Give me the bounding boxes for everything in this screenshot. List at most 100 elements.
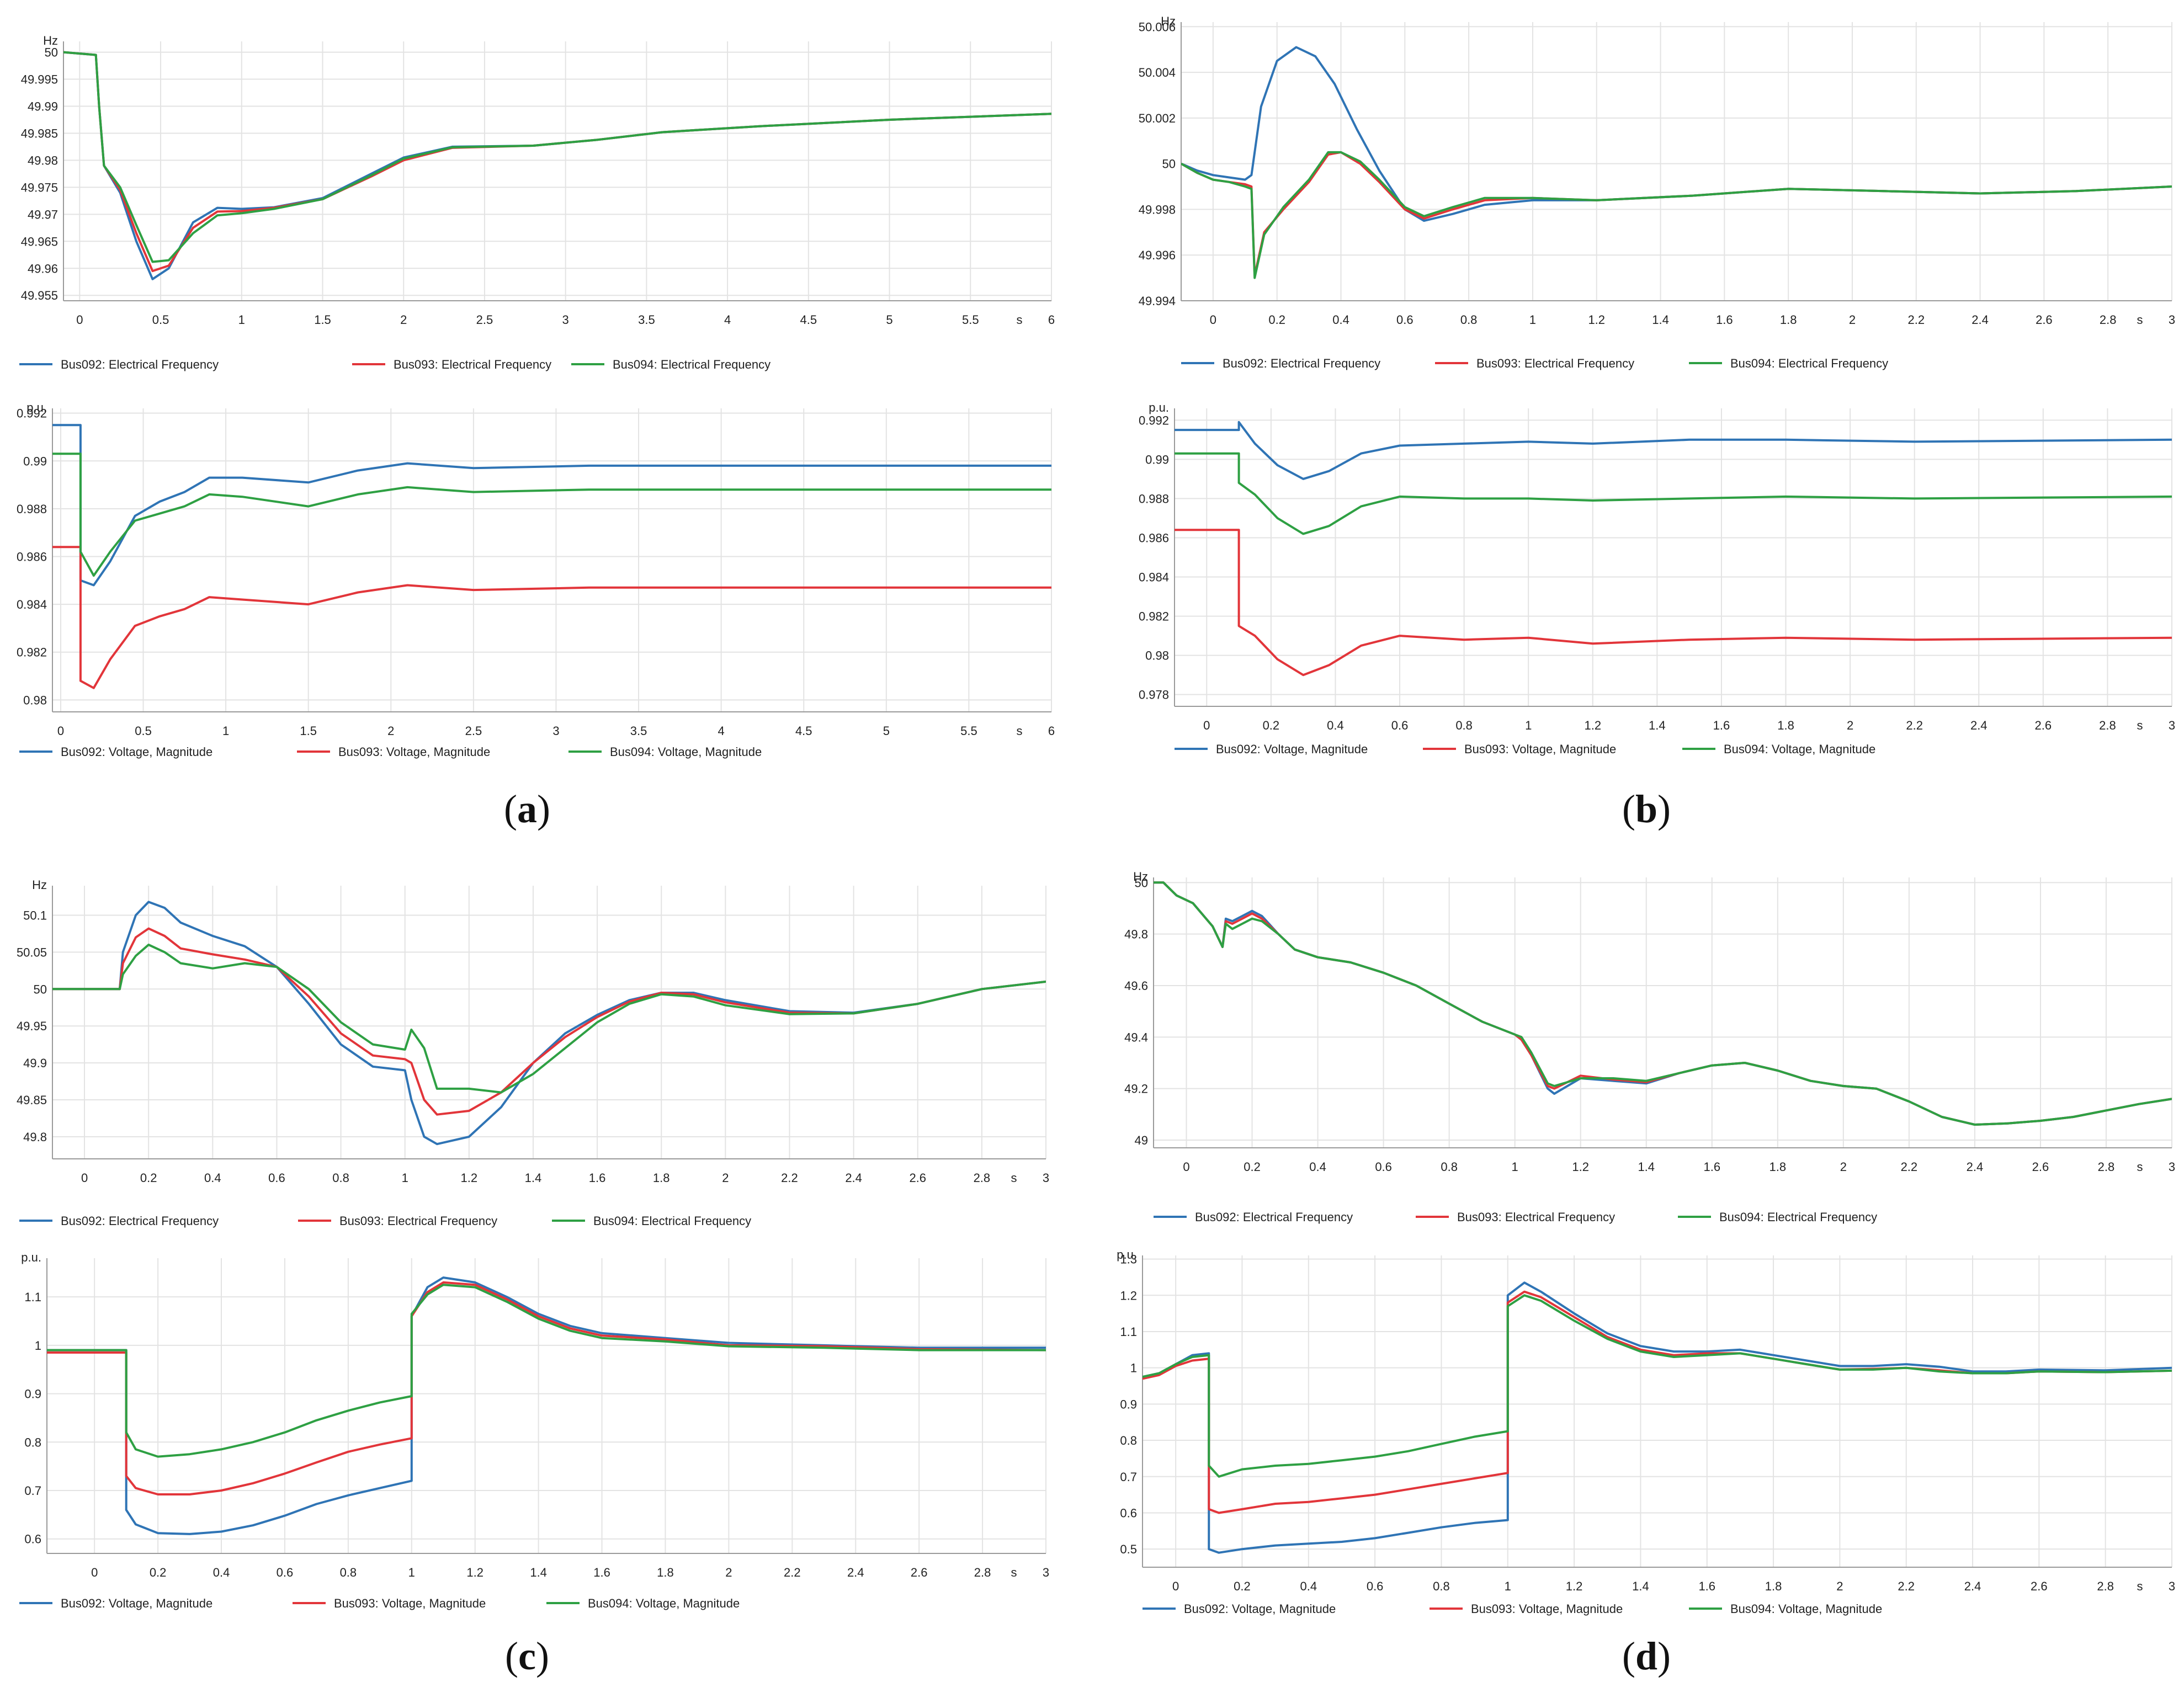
series-line-bus093 xyxy=(63,51,1051,273)
y-tick-label: 0.5 xyxy=(1120,1542,1137,1556)
legend-entry: Bus094: Electrical Frequency xyxy=(1730,356,1888,370)
x-tick-label: 1 xyxy=(402,1171,408,1185)
series-line-bus093 xyxy=(47,1281,1046,1495)
legend-entry: Bus093: Electrical Frequency xyxy=(1457,1210,1615,1224)
x-tick-label: 0.6 xyxy=(268,1171,285,1185)
caption-d: (d) xyxy=(1591,1633,1702,1679)
x-tick-label: 2.8 xyxy=(974,1566,991,1579)
y-tick-label: 0.992 xyxy=(17,407,47,420)
y-tick-label: 49.4 xyxy=(1124,1030,1148,1044)
x-tick-label: 0.5 xyxy=(135,724,152,738)
y-tick-label: 0.986 xyxy=(1139,531,1169,545)
series-line-bus094 xyxy=(63,51,1051,263)
caption-open-paren: ( xyxy=(505,1634,519,1678)
x-tick-label: 1.6 xyxy=(1716,313,1733,327)
y-tick-label: 49.95 xyxy=(17,1019,47,1033)
x-tick-label: 2.2 xyxy=(781,1171,798,1185)
y-tick-label: 50.1 xyxy=(23,909,47,923)
x-tick-label: 1 xyxy=(238,313,245,327)
x-tick-label: 1.4 xyxy=(530,1566,547,1579)
x-unit-label: s xyxy=(1011,1566,1017,1579)
legend-entry: Bus093: Voltage, Magnitude xyxy=(338,745,490,759)
x-tick-label: 6 xyxy=(1048,724,1055,738)
y-tick-label: 49.975 xyxy=(21,180,58,194)
x-tick-label: 2.2 xyxy=(1898,1579,1915,1593)
x-tick-label: 2.4 xyxy=(1964,1579,1981,1593)
series-line-bus094 xyxy=(1175,452,2172,535)
x-tick-label: 0.8 xyxy=(1455,718,1473,732)
legend-entry: Bus092: Electrical Frequency xyxy=(1195,1210,1353,1224)
y-tick-label: 49.965 xyxy=(21,235,58,248)
y-tick-label: 0.99 xyxy=(23,454,47,468)
y-tick-label: 50.05 xyxy=(17,945,47,959)
x-tick-label: 0.2 xyxy=(1234,1579,1251,1593)
y-tick-label: 49.995 xyxy=(21,73,58,87)
x-tick-label: 3.5 xyxy=(638,313,655,327)
x-tick-label: 2.2 xyxy=(1901,1160,1918,1174)
caption-label: b xyxy=(1635,787,1658,831)
x-unit-label: s xyxy=(1017,313,1023,327)
x-tick-label: 3 xyxy=(1043,1171,1049,1185)
x-tick-label: 2 xyxy=(725,1566,732,1579)
chart-a-volt: 0 0.5 1 1.5 2 2.5 3 3.5 4 4.5 5 5.5 6 s 0.98 0.982 0.984… xyxy=(17,401,1055,759)
y-tick-label: 1.1 xyxy=(24,1290,41,1304)
x-tick-label: 2 xyxy=(1836,1579,1843,1593)
legend-entry: Bus093: Electrical Frequency xyxy=(339,1214,497,1228)
series-line-bus094 xyxy=(1143,1294,2172,1478)
series-line-bus094 xyxy=(1181,151,2172,279)
x-tick-label: 1.2 xyxy=(1584,718,1601,732)
caption-open-paren: ( xyxy=(1622,787,1635,831)
x-tick-label: 5.5 xyxy=(960,724,977,738)
x-tick-label: 0.5 xyxy=(152,313,169,327)
y-unit-label: p.u. xyxy=(21,1250,41,1264)
x-tick-label: 2.4 xyxy=(1972,313,1989,327)
caption-open-paren: ( xyxy=(1622,1634,1635,1678)
caption-label: d xyxy=(1635,1634,1658,1678)
series-line-bus094 xyxy=(52,453,1051,577)
series-line-bus093 xyxy=(52,546,1051,689)
x-tick-label: 2.8 xyxy=(2097,1579,2114,1593)
y-tick-label: 50 xyxy=(45,46,58,60)
x-tick-label: 1.2 xyxy=(1572,1160,1589,1174)
x-tick-label: 2 xyxy=(1840,1160,1847,1174)
chart-b-volt: 0 0.2 0.4 0.6 0.8 1 1.2 1.4 1.6 1.8 2 2.2 2.4 2.6 2.8 3… xyxy=(1139,401,2175,756)
y-tick-label: 0.9 xyxy=(24,1387,41,1401)
x-tick-label: 0.4 xyxy=(204,1171,221,1185)
y-tick-label: 0.7 xyxy=(1120,1470,1137,1484)
x-tick-label: 3 xyxy=(2169,718,2175,732)
x-tick-label: 2.4 xyxy=(1970,718,1988,732)
x-tick-label: 2 xyxy=(1849,313,1856,327)
y-tick-label: 0.9 xyxy=(1120,1397,1137,1411)
y-tick-label: 1 xyxy=(1130,1361,1137,1375)
y-tick-label: 0.988 xyxy=(17,502,47,516)
y-tick-label: 49.985 xyxy=(21,126,58,140)
caption-c: (c) xyxy=(472,1633,582,1679)
x-tick-label: 1 xyxy=(1512,1160,1518,1174)
x-tick-label: 0.4 xyxy=(213,1566,230,1579)
x-unit-label: s xyxy=(2137,718,2143,732)
x-tick-label: 0 xyxy=(1183,1160,1189,1174)
legend-entry: Bus094: Electrical Frequency xyxy=(593,1214,751,1228)
y-tick-label: 0.98 xyxy=(1145,649,1169,663)
y-unit-label: p.u. xyxy=(1117,1248,1137,1261)
series-line-bus092 xyxy=(47,1276,1046,1535)
x-tick-label: 1.8 xyxy=(657,1566,674,1579)
legend-entry: Bus094: Electrical Frequency xyxy=(613,358,770,371)
series-line-bus092 xyxy=(52,424,1051,587)
x-tick-label: 2.8 xyxy=(2098,1160,2115,1174)
y-unit-label: Hz xyxy=(1133,870,1148,883)
x-tick-label: 0.2 xyxy=(1268,313,1285,327)
x-tick-label: 1.6 xyxy=(1698,1579,1715,1593)
x-tick-label: 0 xyxy=(81,1171,88,1185)
x-tick-label: 2 xyxy=(1847,718,1853,732)
x-tick-label: 1.2 xyxy=(1588,313,1605,327)
y-tick-label: 0.992 xyxy=(1139,413,1169,427)
y-tick-label: 49 xyxy=(1135,1133,1148,1147)
x-tick-label: 3 xyxy=(552,724,559,738)
x-tick-label: 0 xyxy=(1210,313,1216,327)
x-tick-label: 0.6 xyxy=(277,1566,294,1579)
legend-entry: Bus093: Electrical Frequency xyxy=(1476,356,1634,370)
x-tick-label: 0.8 xyxy=(332,1171,349,1185)
legend-entry: Bus093: Voltage, Magnitude xyxy=(1464,742,1616,756)
